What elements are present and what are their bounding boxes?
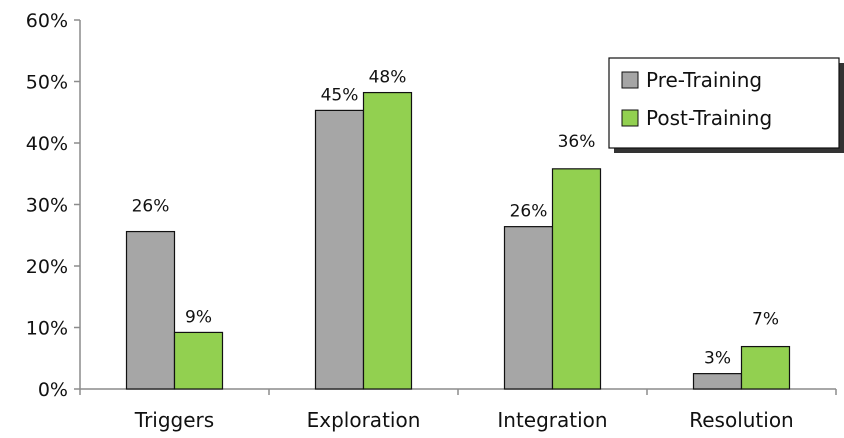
bar-pre-training: [692, 373, 743, 390]
legend-box: [608, 57, 840, 149]
data-label: 26%: [510, 202, 548, 222]
bar-post-training: [173, 331, 224, 390]
data-label: 36%: [558, 132, 596, 152]
y-tick-label: 20%: [26, 256, 68, 278]
bar-series: [125, 91, 791, 390]
y-axis: 0% 10% 20% 30% 40% 50% 60%: [26, 10, 81, 401]
x-tick-label: Integration: [497, 408, 607, 432]
data-label: 48%: [369, 68, 407, 88]
data-label: 26%: [132, 197, 170, 217]
y-tick-label: 40%: [26, 133, 68, 155]
x-tick-label: Triggers: [134, 408, 214, 432]
data-label: 7%: [752, 310, 779, 330]
legend-swatch: [621, 71, 639, 89]
y-tick-label: 60%: [26, 10, 68, 32]
bar-pre-training: [125, 230, 176, 390]
data-label: 9%: [185, 307, 212, 327]
bar-post-training: [551, 168, 602, 390]
x-tick-label: Resolution: [689, 408, 794, 432]
data-label: 3%: [704, 349, 731, 369]
legend-label: Post-Training: [646, 106, 772, 130]
y-tick-label: 30%: [26, 195, 68, 217]
x-tick-label: Exploration: [307, 408, 421, 432]
legend: Pre-Training Post-Training: [608, 57, 844, 153]
legend-label: Pre-Training: [646, 68, 762, 92]
y-tick-label: 10%: [26, 318, 68, 340]
data-label: 45%: [321, 85, 359, 105]
x-axis: Triggers Exploration Integration Resolution: [79, 388, 837, 432]
data-labels: 26% 9% 45% 48% 26% 36% 3% 7%: [132, 68, 779, 369]
bar-pre-training: [503, 226, 554, 390]
bar-pre-training: [314, 109, 365, 390]
bar-post-training: [740, 345, 791, 390]
bar-post-training: [362, 91, 413, 390]
y-tick-label: 0%: [38, 379, 68, 401]
legend-swatch: [621, 109, 639, 127]
y-tick-label: 50%: [26, 72, 68, 94]
